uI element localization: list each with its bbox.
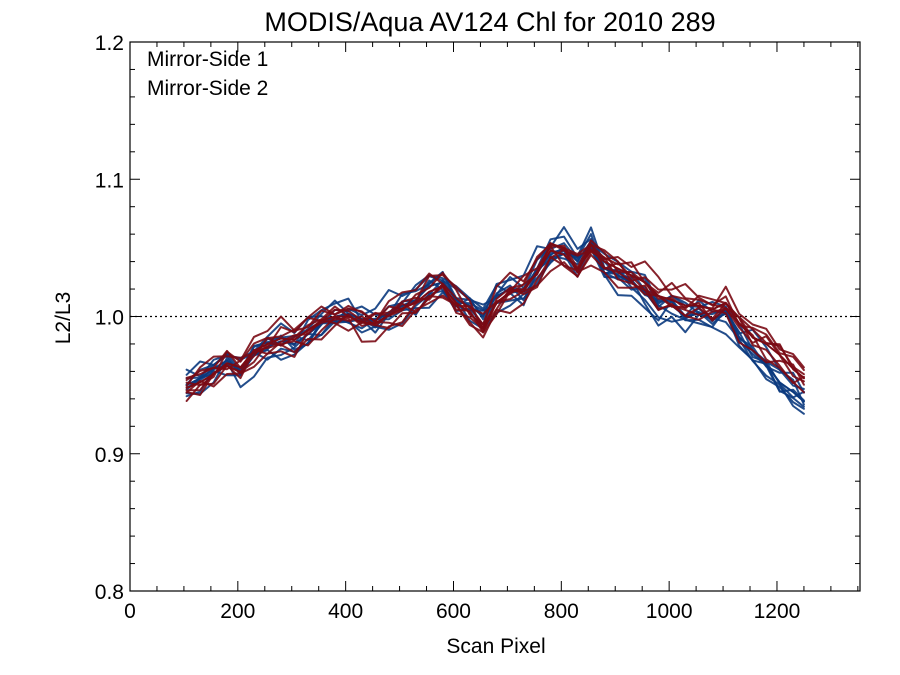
y-tick-label: 1.2 [95, 32, 124, 55]
legend-entry: Mirror-Side 2 [147, 77, 268, 100]
series-line-overlap [185, 251, 805, 402]
series-line-overlap [185, 248, 805, 394]
series-line-overlap [185, 247, 805, 402]
series-line-overlap [185, 243, 805, 387]
y-axis-label: L2/L3 [52, 292, 75, 345]
chart-title: MODIS/Aqua AV124 Chl for 2010 289 [264, 7, 715, 37]
legend: Mirror-Side 1 Mirror-Side 2 [147, 48, 268, 100]
x-tick-label: 800 [544, 600, 579, 623]
x-tick-label: 0 [124, 600, 136, 623]
x-tick-label: 1000 [646, 600, 693, 623]
x-tick-label: 1200 [754, 600, 801, 623]
legend-entry: Mirror-Side 1 [147, 48, 268, 71]
x-axis-label: Scan Pixel [446, 635, 545, 658]
x-tick-label: 400 [328, 600, 363, 623]
y-tick-label: 0.8 [95, 581, 124, 604]
y-tick-label: 0.9 [95, 444, 124, 467]
x-tick-label: 200 [220, 600, 255, 623]
plot-area: 0 200 400 600 800 1000 1200 0.8 0.9 1.0 1.1 1.2 [95, 32, 861, 623]
y-tick-label: 1.1 [95, 169, 124, 192]
y-tick-label: 1.0 [95, 307, 124, 330]
x-tick-label: 600 [436, 600, 471, 623]
series-line-overlap [185, 245, 805, 396]
